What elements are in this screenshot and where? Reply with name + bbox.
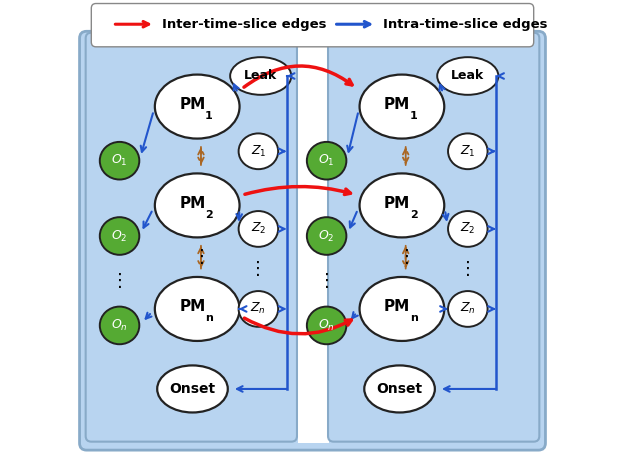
Ellipse shape (307, 142, 346, 179)
Text: ⋮: ⋮ (193, 248, 211, 266)
Ellipse shape (230, 57, 291, 95)
Text: Onset: Onset (376, 382, 423, 396)
Ellipse shape (438, 57, 498, 95)
Ellipse shape (359, 173, 444, 237)
Ellipse shape (448, 291, 488, 327)
Text: n: n (410, 313, 418, 323)
Text: $O_2$: $O_2$ (318, 228, 335, 244)
Text: PM: PM (384, 97, 411, 112)
Ellipse shape (100, 217, 139, 255)
Ellipse shape (448, 211, 488, 247)
Ellipse shape (158, 365, 228, 413)
Text: PM: PM (179, 195, 206, 211)
Ellipse shape (239, 211, 278, 247)
Ellipse shape (155, 173, 239, 237)
Text: 1: 1 (205, 111, 213, 121)
Text: $O_1$: $O_1$ (318, 153, 335, 168)
Ellipse shape (239, 134, 278, 169)
FancyBboxPatch shape (328, 33, 539, 442)
Ellipse shape (100, 142, 139, 179)
Text: $Z_n$: $Z_n$ (460, 302, 476, 317)
Text: $O_n$: $O_n$ (318, 318, 335, 333)
Text: $O_2$: $O_2$ (111, 228, 128, 244)
Text: ⋮: ⋮ (459, 260, 477, 278)
Text: $Z_1$: $Z_1$ (460, 144, 476, 159)
FancyBboxPatch shape (91, 3, 534, 47)
Text: 2: 2 (410, 210, 418, 220)
Text: $Z_n$: $Z_n$ (251, 302, 266, 317)
Text: PM: PM (384, 195, 411, 211)
Text: n: n (205, 313, 213, 323)
Bar (298, 38, 329, 443)
Ellipse shape (155, 75, 239, 139)
Text: ⋮: ⋮ (111, 272, 129, 290)
Text: PM: PM (384, 299, 411, 314)
Text: PM: PM (179, 299, 206, 314)
Ellipse shape (359, 277, 444, 341)
Text: 1: 1 (410, 111, 418, 121)
Text: PM: PM (179, 97, 206, 112)
Ellipse shape (307, 217, 346, 255)
Ellipse shape (364, 365, 435, 413)
Ellipse shape (239, 291, 278, 327)
Text: $O_1$: $O_1$ (111, 153, 128, 168)
FancyBboxPatch shape (79, 31, 546, 450)
Text: ⋮: ⋮ (398, 248, 416, 266)
Text: Intra-time-slice edges: Intra-time-slice edges (383, 18, 548, 31)
Text: Leak: Leak (244, 69, 278, 83)
Text: $O_n$: $O_n$ (111, 318, 128, 333)
Text: Inter-time-slice edges: Inter-time-slice edges (162, 18, 326, 31)
Ellipse shape (448, 134, 488, 169)
Text: $Z_2$: $Z_2$ (251, 221, 266, 236)
Ellipse shape (155, 277, 239, 341)
Text: 2: 2 (205, 210, 213, 220)
Text: $Z_1$: $Z_1$ (251, 144, 266, 159)
Ellipse shape (100, 307, 139, 344)
Text: Onset: Onset (169, 382, 216, 396)
Text: Leak: Leak (451, 69, 484, 83)
Text: $Z_2$: $Z_2$ (460, 221, 476, 236)
Text: ⋮: ⋮ (318, 272, 336, 290)
Text: ⋮: ⋮ (249, 260, 268, 278)
FancyBboxPatch shape (86, 33, 297, 442)
Ellipse shape (359, 75, 444, 139)
Ellipse shape (307, 307, 346, 344)
